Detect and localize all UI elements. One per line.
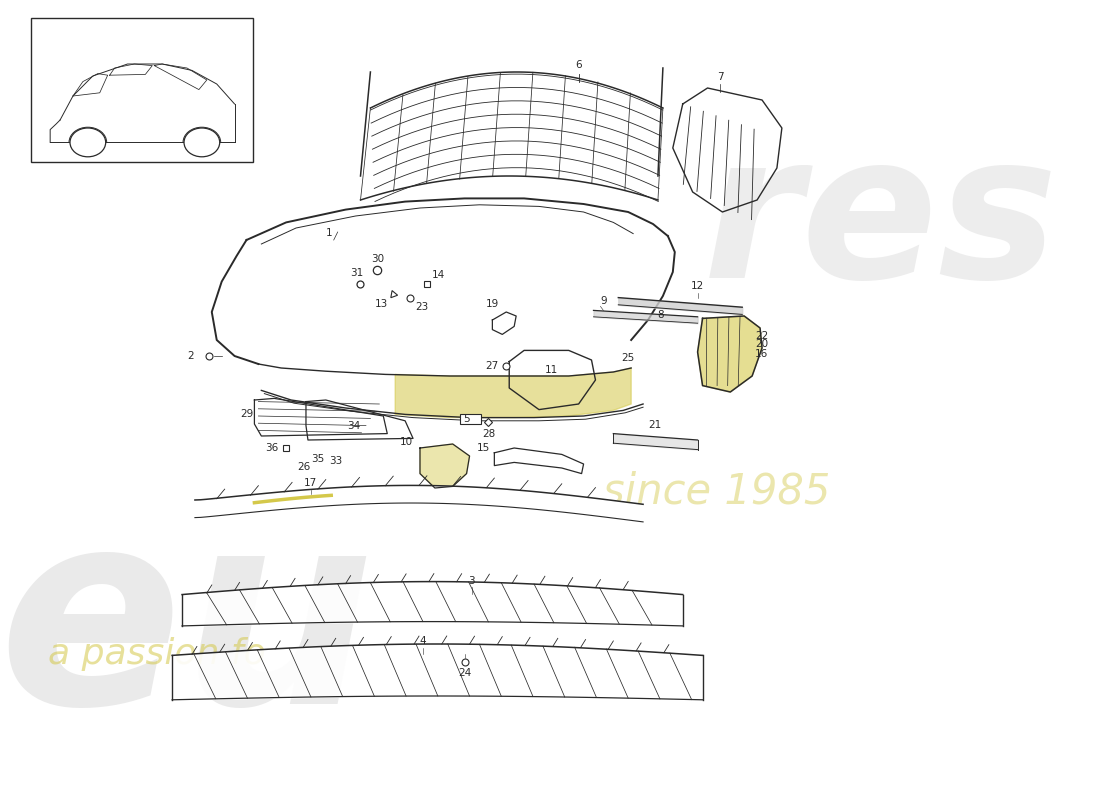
Text: 36: 36 [265,443,278,453]
FancyBboxPatch shape [31,18,253,162]
Text: 28: 28 [482,429,495,438]
Polygon shape [697,316,762,392]
Text: 29: 29 [240,410,253,419]
Text: 31: 31 [350,268,363,278]
Text: 24: 24 [458,668,471,678]
Polygon shape [420,444,470,488]
Polygon shape [395,368,631,418]
Text: 20: 20 [755,339,768,349]
Text: since 1985: since 1985 [604,471,830,513]
Text: 23: 23 [415,302,428,312]
Text: 3: 3 [469,576,475,586]
Text: eu: eu [0,498,375,760]
Text: 19: 19 [486,299,499,309]
Text: a passion fo: a passion fo [48,637,266,671]
Text: 5: 5 [463,414,470,424]
Text: 4: 4 [419,637,427,646]
Text: 16: 16 [755,349,769,358]
Text: 6: 6 [575,60,582,70]
Text: 17: 17 [305,478,318,488]
Circle shape [184,128,220,157]
Text: 2: 2 [187,351,194,361]
Text: 35: 35 [311,454,324,464]
Text: 26: 26 [297,462,310,472]
Text: 22: 22 [755,331,769,341]
Text: 14: 14 [432,270,446,280]
Text: 13: 13 [375,299,388,309]
Text: 8: 8 [658,310,664,320]
Text: 10: 10 [400,438,412,447]
Circle shape [70,128,106,157]
Text: 30: 30 [371,254,384,264]
Text: 12: 12 [691,282,704,291]
Text: 7: 7 [717,72,724,82]
Text: res: res [703,125,1058,320]
Text: 11: 11 [546,365,559,374]
Text: 27: 27 [485,362,498,371]
Text: 33: 33 [329,456,342,466]
Text: 21: 21 [648,421,661,430]
FancyBboxPatch shape [460,414,482,424]
Text: 34: 34 [346,421,360,430]
Text: 15: 15 [477,443,491,453]
Text: 1: 1 [326,227,332,238]
Text: 9: 9 [601,296,607,306]
Text: 25: 25 [621,353,635,362]
